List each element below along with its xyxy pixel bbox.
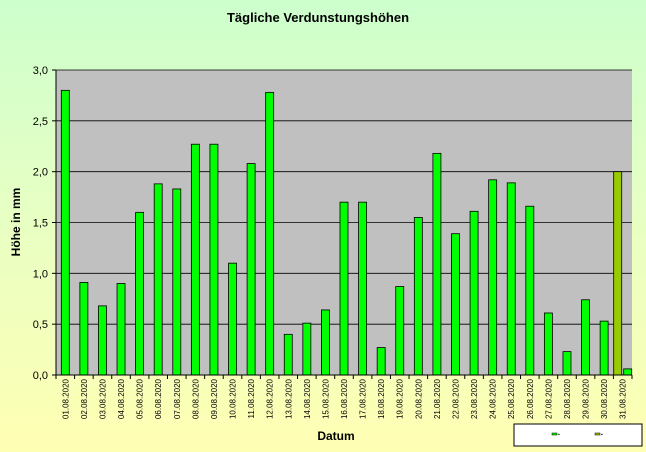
x-tick-label: 10.08.2020 <box>229 378 238 419</box>
y-tick-label: 1,5 <box>33 218 48 230</box>
x-tick-label: 19.08.2020 <box>396 378 405 419</box>
y-tick-label: 2,5 <box>33 116 48 128</box>
bar <box>395 286 405 376</box>
x-tick-label: 06.08.2020 <box>154 378 163 419</box>
x-tick-label: 20.08.2020 <box>414 378 423 419</box>
legend-swatch-2 <box>594 432 601 436</box>
y-tick-label: 0,0 <box>33 370 48 382</box>
y-tick-label: 1,0 <box>33 268 48 280</box>
x-axis-title: Datum <box>317 429 354 443</box>
x-tick-label: 16.08.2020 <box>340 378 349 419</box>
bar <box>228 262 237 376</box>
x-tick-label: 05.08.2020 <box>136 378 145 419</box>
x-tick-label: 11.08.2020 <box>247 378 256 418</box>
bars <box>60 89 633 376</box>
x-tick-label: 21.08.2020 <box>433 378 442 419</box>
x-tick-label: 15.08.2020 <box>321 378 330 419</box>
bar <box>79 282 89 376</box>
bar <box>60 89 70 376</box>
x-tick-label: 03.08.2020 <box>98 378 107 419</box>
bar <box>488 179 498 376</box>
x-tick-label: 01.08.2020 <box>61 378 70 419</box>
x-tick-label: 17.08.2020 <box>359 378 368 419</box>
bar <box>506 182 516 376</box>
bar <box>116 283 126 376</box>
bar <box>543 312 553 376</box>
bar <box>190 143 200 376</box>
bar <box>246 163 256 376</box>
chart-title: Tägliche Verdunstungshöhen <box>227 10 409 25</box>
y-tick-label: 3,0 <box>33 65 48 77</box>
bar <box>358 201 367 376</box>
legend: ▪ ▪ <box>513 423 643 447</box>
x-tick-label: 30.08.2020 <box>600 378 609 419</box>
bar <box>599 320 609 376</box>
y-tick-label: 2,0 <box>33 167 48 179</box>
bar <box>525 205 535 376</box>
x-tick-label: 18.08.2020 <box>377 378 386 419</box>
legend-label-2: ▪ <box>601 432 603 438</box>
bar <box>135 211 145 376</box>
bar <box>469 210 479 376</box>
x-tick-label: 07.08.2020 <box>173 378 182 419</box>
x-tick-label: 26.08.2020 <box>526 378 535 419</box>
bar <box>321 309 330 376</box>
bar <box>623 368 633 376</box>
x-tick-label: 28.08.2020 <box>563 378 572 419</box>
legend-box <box>513 423 643 447</box>
bar <box>302 322 312 376</box>
bar <box>376 347 386 376</box>
bar <box>451 233 460 376</box>
bar <box>172 188 182 376</box>
x-tick-label: 24.08.2020 <box>489 378 498 419</box>
y-axis-ticks: 0,0 0,5 1,0 1,5 2,0 2,5 3,0 <box>33 65 56 382</box>
x-tick-label: 27.08.2020 <box>544 378 553 419</box>
y-tick-label: 0,5 <box>33 319 48 331</box>
x-tick-label: 25.08.2020 <box>507 378 516 419</box>
x-tick-label: 04.08.2020 <box>117 378 126 419</box>
bar <box>413 217 423 376</box>
bar <box>562 351 572 376</box>
legend-swatch-1 <box>551 432 558 436</box>
y-axis-title: Höhe in mm <box>9 188 23 257</box>
bar <box>339 201 349 376</box>
x-tick-label: 02.08.2020 <box>80 378 89 419</box>
bar <box>581 299 590 376</box>
bar <box>153 183 163 376</box>
bar <box>209 143 219 376</box>
bar <box>265 91 275 376</box>
bar <box>432 152 442 376</box>
x-tick-label: 31.08.2020 <box>619 378 628 419</box>
bar <box>98 305 107 376</box>
x-tick-label: 22.08.2020 <box>451 378 460 419</box>
x-tick-label: 09.08.2020 <box>210 378 219 419</box>
x-tick-label: 23.08.2020 <box>470 378 479 419</box>
x-axis-ticks: 01.08.2020 02.08.2020 03.08.2020 04.08.2020… <box>55 375 633 419</box>
x-tick-label: 14.08.2020 <box>303 378 312 419</box>
x-tick-label: 08.08.2020 <box>191 378 200 419</box>
bar-highlight <box>613 171 623 376</box>
x-tick-label: 29.08.2020 <box>582 378 591 419</box>
bar <box>283 333 293 376</box>
x-tick-label: 13.08.2020 <box>284 378 293 419</box>
legend-label-1: ▪ <box>558 432 560 438</box>
x-tick-label: 12.08.2020 <box>266 378 275 419</box>
